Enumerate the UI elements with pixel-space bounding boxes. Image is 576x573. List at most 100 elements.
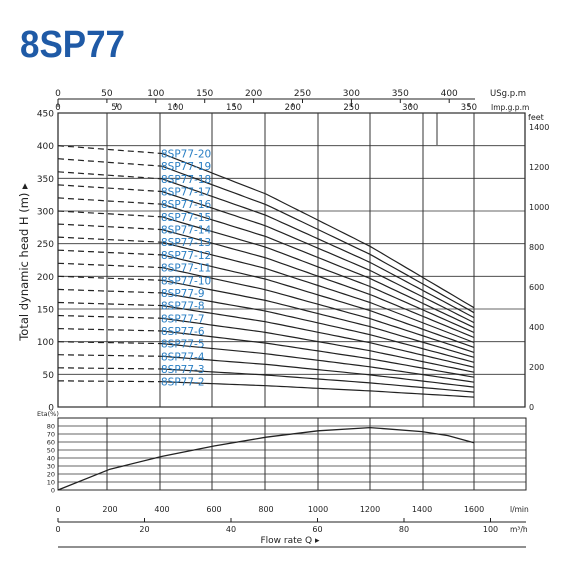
curve-label: 8SP77-3 bbox=[161, 364, 205, 376]
x-tick-label: 1400 bbox=[412, 505, 432, 514]
head-curve bbox=[161, 355, 475, 388]
usgpm-tick-label: 250 bbox=[294, 89, 311, 99]
x-tick-label: 800 bbox=[258, 505, 273, 514]
m3h-tick-label: 20 bbox=[139, 525, 149, 534]
feet-tick-label: 200 bbox=[529, 363, 544, 372]
eta-tick-label: 80 bbox=[47, 423, 55, 431]
y-tick-label: 150 bbox=[37, 306, 54, 316]
curve-label: 8SP77-15 bbox=[161, 212, 211, 224]
curve-label: 8SP77-8 bbox=[161, 301, 205, 313]
y-tick-label: 250 bbox=[37, 240, 54, 250]
curve-label: 8SP77-9 bbox=[161, 288, 205, 300]
impgpm-tick-label: 350 bbox=[461, 103, 477, 113]
x-tick-label: 0 bbox=[55, 505, 60, 514]
head-curve bbox=[161, 330, 475, 378]
head-curve bbox=[161, 368, 475, 393]
head-curve bbox=[161, 305, 475, 368]
x-tick-label: 200 bbox=[102, 505, 117, 514]
x-tick-label: 400 bbox=[154, 505, 169, 514]
head-curve bbox=[161, 190, 475, 324]
curve-label: 8SP77-2 bbox=[161, 377, 205, 389]
impgpm-tick-label: 100 bbox=[167, 103, 183, 113]
impgpm-tick-label: 0 bbox=[55, 103, 60, 113]
usgpm-tick-label: 100 bbox=[147, 89, 164, 99]
head-curve-dashed bbox=[57, 328, 163, 332]
curve-label: 8SP77-6 bbox=[161, 326, 205, 338]
usgpm-tick-label: 400 bbox=[441, 89, 458, 99]
head-curve bbox=[161, 216, 475, 334]
m3h-tick-label: 60 bbox=[312, 525, 322, 534]
m3h-tick-label: 100 bbox=[483, 525, 498, 534]
head-curve-dashed bbox=[57, 249, 163, 256]
head-curve bbox=[161, 178, 475, 319]
head-curve-dashed bbox=[57, 288, 163, 294]
impgpm-tick-label: 150 bbox=[226, 103, 242, 113]
head-curve bbox=[161, 279, 475, 358]
efficiency-curve bbox=[57, 426, 475, 491]
eta-tick-label: 30 bbox=[47, 463, 55, 471]
eta-tick-label: 60 bbox=[47, 439, 55, 447]
eta-tick-label: 50 bbox=[47, 447, 55, 455]
impgpm-tick-label: 50 bbox=[111, 103, 122, 113]
x-tick-label: 600 bbox=[206, 505, 221, 514]
head-curves bbox=[57, 145, 475, 398]
curve-label: 8SP77-13 bbox=[161, 237, 211, 249]
y-tick-label: 100 bbox=[37, 338, 54, 348]
curve-label: 8SP77-7 bbox=[161, 313, 205, 325]
m3h-tick-label: 80 bbox=[399, 525, 409, 534]
impgpm-tick-label: 300 bbox=[402, 103, 418, 113]
impgpm-axis-label: Imp.g.p.m bbox=[491, 103, 529, 112]
head-curve bbox=[161, 165, 475, 314]
head-curve-dashed bbox=[58, 380, 163, 383]
head-curve bbox=[161, 381, 475, 398]
y-tick-label: 50 bbox=[43, 371, 55, 381]
eta-tick-label: 40 bbox=[47, 455, 55, 463]
feet-tick-label: 0 bbox=[529, 403, 534, 412]
page-title: 8SP77 bbox=[20, 24, 125, 66]
y-tick-label: 200 bbox=[37, 273, 54, 283]
y-tick-label: 300 bbox=[37, 208, 54, 218]
x-tick-label: 1000 bbox=[308, 505, 328, 514]
grid bbox=[57, 112, 526, 408]
eta-tick-label: 20 bbox=[47, 471, 55, 479]
eta-tick-label: 70 bbox=[47, 431, 55, 439]
curve-label: 8SP77-12 bbox=[161, 250, 211, 262]
head-curve-dashed bbox=[57, 158, 163, 167]
head-curve-dashed bbox=[57, 184, 163, 193]
curve-label: 8SP77-10 bbox=[161, 275, 211, 287]
head-curve bbox=[161, 317, 475, 373]
usgpm-axis-label: USg.p.m bbox=[490, 89, 526, 99]
head-curve-dashed bbox=[57, 197, 163, 205]
curve-label: 8SP77-17 bbox=[161, 187, 211, 199]
head-curve-dashed bbox=[57, 341, 163, 345]
y-axis-title: Total dynamic head H (m) ▸ bbox=[17, 183, 31, 342]
x-axis-title: Flow rate Q ▸ bbox=[260, 536, 319, 546]
curve-labels: 8SP77-208SP77-198SP77-188SP77-178SP77-16… bbox=[161, 149, 212, 389]
head-curve bbox=[161, 343, 475, 383]
eta-tick-label: 0 bbox=[51, 487, 55, 495]
feet-tick-label: 600 bbox=[529, 283, 544, 292]
curve-label: 8SP77-18 bbox=[161, 174, 211, 186]
head-curve bbox=[161, 152, 475, 309]
curve-label: 8SP77-16 bbox=[161, 199, 212, 211]
m3h-tick-label: 40 bbox=[226, 525, 236, 534]
usgpm-tick-label: 0 bbox=[55, 89, 61, 99]
usgpm-tick-label: 350 bbox=[392, 89, 409, 99]
feet-tick-label: 800 bbox=[529, 243, 544, 252]
impgpm-tick-label: 250 bbox=[343, 103, 359, 113]
curve-label: 8SP77-19 bbox=[161, 161, 211, 173]
head-curve-dashed bbox=[57, 314, 163, 319]
m3h-tick-label: 0 bbox=[55, 525, 60, 534]
y-tick-label: 350 bbox=[37, 175, 54, 185]
usgpm-tick-label: 200 bbox=[245, 89, 262, 99]
head-curve bbox=[161, 254, 475, 348]
head-curve bbox=[161, 292, 475, 363]
head-curve-dashed bbox=[57, 301, 163, 307]
x-tick-label: 1200 bbox=[360, 505, 380, 514]
curve-label: 8SP77-14 bbox=[161, 225, 212, 237]
impgpm-tick-label: 200 bbox=[285, 103, 301, 113]
curve-label: 8SP77-4 bbox=[161, 351, 205, 363]
y-tick-label: 0 bbox=[48, 404, 54, 414]
